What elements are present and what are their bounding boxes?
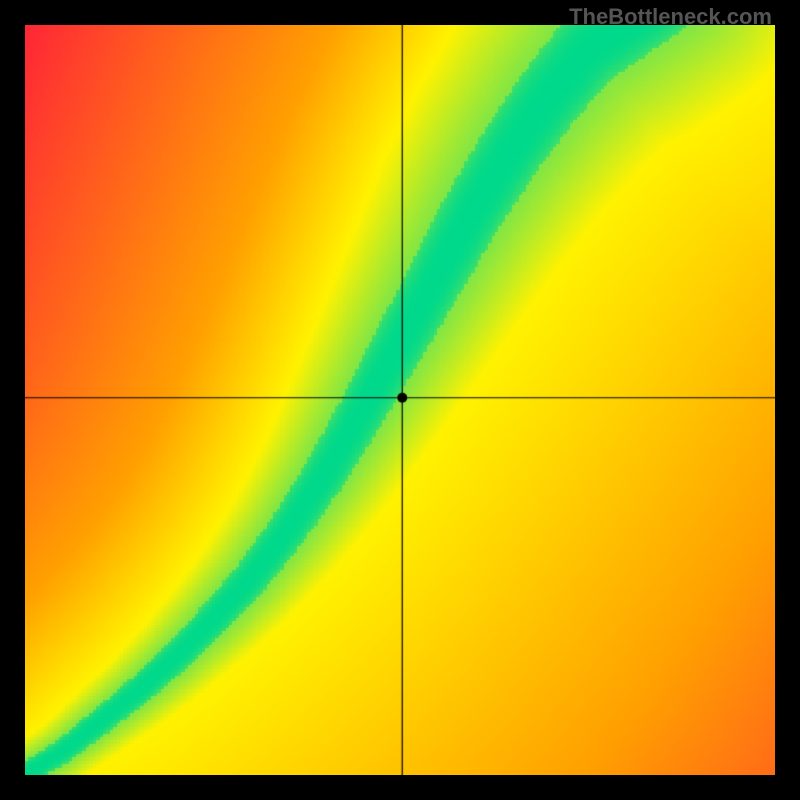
bottleneck-heatmap <box>25 25 775 775</box>
chart-container: TheBottleneck.com <box>0 0 800 800</box>
watermark-label: TheBottleneck.com <box>569 4 772 30</box>
